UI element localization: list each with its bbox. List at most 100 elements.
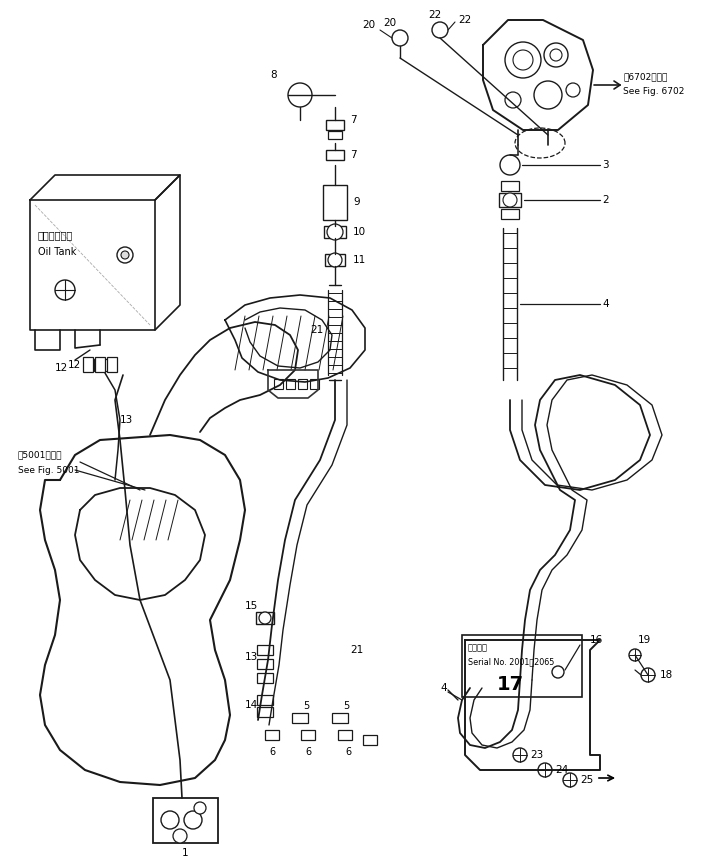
Text: 13: 13 <box>120 415 134 425</box>
Circle shape <box>550 49 562 61</box>
Text: 20: 20 <box>383 18 396 28</box>
Text: 14: 14 <box>245 700 258 710</box>
Text: 13: 13 <box>245 652 258 662</box>
Bar <box>326 120 344 130</box>
Circle shape <box>500 155 520 175</box>
Text: 5: 5 <box>343 701 349 711</box>
Text: 2: 2 <box>602 195 608 205</box>
Text: 6: 6 <box>345 747 351 757</box>
Text: 第6702図参照: 第6702図参照 <box>623 72 668 81</box>
Text: 3: 3 <box>602 160 608 170</box>
Text: 6: 6 <box>305 747 311 757</box>
Text: 12: 12 <box>68 360 81 370</box>
Bar <box>86 359 94 371</box>
Circle shape <box>184 811 202 829</box>
Bar <box>94 359 101 371</box>
Circle shape <box>121 251 129 259</box>
Text: 21: 21 <box>350 645 363 655</box>
Circle shape <box>505 92 521 108</box>
Bar <box>499 193 521 207</box>
Circle shape <box>259 612 271 624</box>
Bar <box>257 659 273 669</box>
Text: 23: 23 <box>530 750 543 760</box>
Circle shape <box>173 829 187 843</box>
Circle shape <box>566 83 580 97</box>
Circle shape <box>641 668 655 682</box>
Bar <box>257 673 273 683</box>
Bar <box>338 730 352 740</box>
Text: 6: 6 <box>269 747 275 757</box>
Text: 12: 12 <box>55 363 69 373</box>
Bar <box>83 357 93 373</box>
Bar <box>325 254 345 266</box>
Circle shape <box>544 43 568 67</box>
Text: 9: 9 <box>353 197 360 207</box>
Bar <box>292 713 308 723</box>
Circle shape <box>328 253 342 267</box>
Bar <box>257 695 273 705</box>
Text: 21: 21 <box>310 325 323 335</box>
Text: 10: 10 <box>353 227 366 237</box>
Text: オイルタンク: オイルタンク <box>38 230 74 240</box>
Text: 7: 7 <box>350 115 356 125</box>
Text: 15: 15 <box>245 601 258 611</box>
Circle shape <box>563 773 577 787</box>
Text: 8: 8 <box>270 70 276 80</box>
Bar <box>501 181 519 191</box>
Text: 18: 18 <box>660 670 673 680</box>
Bar <box>286 379 294 389</box>
Bar <box>301 730 315 740</box>
Circle shape <box>513 50 533 70</box>
Bar <box>265 730 279 740</box>
Bar <box>328 131 342 139</box>
Bar <box>501 209 519 219</box>
Bar <box>332 713 348 723</box>
Bar <box>257 645 273 655</box>
Bar <box>324 226 346 238</box>
Bar <box>103 359 109 371</box>
Text: 22: 22 <box>428 10 442 20</box>
Text: 5: 5 <box>303 701 309 711</box>
Text: 25: 25 <box>580 775 593 785</box>
Text: 適用号位: 適用号位 <box>468 644 488 652</box>
Text: Serial No. 2001～2065: Serial No. 2001～2065 <box>468 658 554 666</box>
Bar <box>309 379 318 389</box>
Text: 16: 16 <box>590 635 603 645</box>
Bar <box>107 357 117 373</box>
Text: 4: 4 <box>602 299 608 309</box>
Text: 1: 1 <box>181 848 188 858</box>
Text: 20: 20 <box>362 20 375 30</box>
Circle shape <box>327 224 343 240</box>
Circle shape <box>432 22 448 38</box>
Bar <box>323 185 347 220</box>
Text: See Fig. 5001: See Fig. 5001 <box>18 465 79 475</box>
Circle shape <box>534 81 562 109</box>
Bar <box>95 357 105 373</box>
Text: 17: 17 <box>496 676 523 695</box>
Circle shape <box>288 83 312 107</box>
Text: 4: 4 <box>440 683 447 693</box>
Circle shape <box>503 193 517 207</box>
Circle shape <box>55 280 75 300</box>
Bar <box>153 798 218 843</box>
Text: 24: 24 <box>555 765 568 775</box>
Circle shape <box>392 30 408 46</box>
Bar <box>298 379 306 389</box>
Text: 第5001図参照: 第5001図参照 <box>18 450 63 459</box>
Text: 11: 11 <box>353 255 366 265</box>
Text: 22: 22 <box>458 15 471 25</box>
Circle shape <box>117 247 133 263</box>
Circle shape <box>505 42 541 78</box>
Bar <box>363 735 377 745</box>
Text: See Fig. 6702: See Fig. 6702 <box>623 86 685 96</box>
Circle shape <box>538 763 552 777</box>
Circle shape <box>194 802 206 814</box>
Bar <box>257 707 273 717</box>
Bar <box>256 612 274 624</box>
Circle shape <box>552 666 564 678</box>
Bar <box>273 379 283 389</box>
Circle shape <box>513 748 527 762</box>
Text: Oil Tank: Oil Tank <box>38 247 76 257</box>
Text: 7: 7 <box>350 150 356 160</box>
Circle shape <box>629 649 641 661</box>
